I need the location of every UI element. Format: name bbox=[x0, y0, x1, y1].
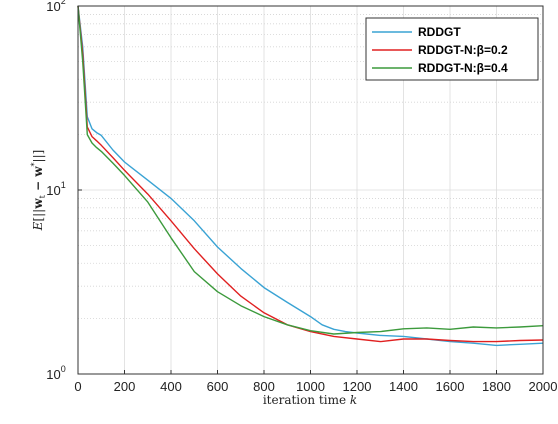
y-axis-title-sub: t bbox=[38, 194, 47, 198]
x-tick-label: 400 bbox=[160, 379, 182, 394]
series-lines bbox=[77, 5, 544, 347]
y-axis-title-e: E bbox=[31, 221, 45, 231]
x-tick-label: 800 bbox=[253, 379, 275, 394]
legend-box bbox=[365, 17, 539, 81]
x-tick-label: 1400 bbox=[389, 379, 418, 394]
x-tick-label: 2000 bbox=[529, 379, 558, 394]
x-axis-title: iteration time k bbox=[263, 393, 357, 407]
y-axis-ticks: 100 101 102 bbox=[46, 0, 82, 382]
legend-label-1: RDDGT bbox=[418, 25, 461, 39]
x-tick-label: 1200 bbox=[343, 379, 372, 394]
legend-label-2: RDDGT-N:β=0.2 bbox=[418, 43, 508, 57]
x-tick-label: 1600 bbox=[436, 379, 465, 394]
x-tick-label: 600 bbox=[207, 379, 229, 394]
x-tick-label: 1800 bbox=[482, 379, 511, 394]
y-tick-label: 100 bbox=[46, 364, 65, 382]
legend: RDDGT RDDGT-N:β=0.2 RDDGT-N:β=0.4 bbox=[365, 17, 539, 81]
y-tick-label: 101 bbox=[46, 180, 65, 198]
legend-label-3: RDDGT-N:β=0.4 bbox=[418, 61, 508, 75]
y-axis-title: E[||wt − w*||] bbox=[30, 150, 47, 232]
y-axis-title-sup: * bbox=[30, 162, 39, 166]
x-axis-ticks: 0 200 400 600 800 1000 1200 1400 1600 1800 2000 bbox=[74, 370, 557, 394]
y-axis-title-close: ||] bbox=[31, 150, 45, 163]
x-tick-label: 200 bbox=[114, 379, 136, 394]
x-tick-label: 0 bbox=[74, 379, 81, 394]
y-axis-title-w: w bbox=[31, 198, 45, 210]
series-line-2 bbox=[77, 5, 544, 343]
series-line-3 bbox=[77, 5, 544, 335]
y-axis-title-minus: − w bbox=[31, 166, 45, 195]
x-tick-label: 1000 bbox=[296, 379, 325, 394]
y-tick-label: 102 bbox=[46, 0, 65, 14]
y-axis-title-open: [|| bbox=[31, 209, 45, 222]
x-axis-title-text: iteration time bbox=[263, 393, 350, 407]
x-axis-title-k: k bbox=[350, 393, 357, 407]
